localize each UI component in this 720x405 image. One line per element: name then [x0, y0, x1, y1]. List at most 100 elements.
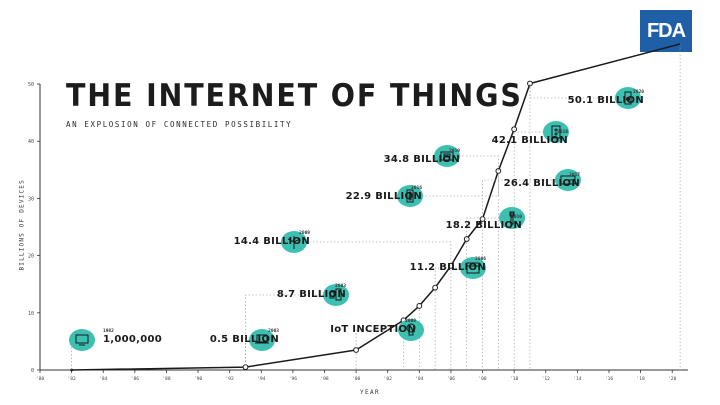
x-tick-label: '98: [320, 376, 329, 382]
y-tick-label: 30: [28, 196, 34, 202]
annotation-year: 2003: [268, 328, 279, 334]
x-axis-label: YEAR: [359, 389, 381, 396]
oven-icon: [466, 262, 480, 274]
annotation-year: 2009: [405, 318, 416, 324]
annotation-year: 2018: [557, 129, 568, 135]
x-tick-label: '94: [257, 376, 266, 382]
icon-badge: [69, 329, 95, 351]
smartwatch-phone-icon: [329, 288, 342, 301]
wind-turbine-badge: [281, 231, 307, 253]
wind-turbine-icon: [287, 236, 301, 249]
y-tick-label: 50: [28, 82, 34, 88]
computer-badge: [69, 329, 95, 351]
icon-part: [509, 211, 515, 217]
data-point: [527, 80, 533, 87]
icon-part: [466, 262, 480, 274]
annotation-connector: [459, 155, 499, 171]
data-point: [416, 303, 423, 309]
x-tick-label: '14: [573, 376, 582, 382]
traffic-light-badge: [397, 185, 423, 207]
x-tick-label: '92: [226, 376, 235, 382]
smart-outlet-badge: [543, 121, 569, 143]
x-tick-label: '08: [478, 376, 487, 382]
annotation-year: 2016: [411, 185, 422, 191]
annotation-connector: [434, 267, 485, 288]
icon-part: [329, 291, 335, 299]
lightbulb-icon: [406, 323, 416, 336]
x-tick-label: '82: [67, 376, 76, 382]
x-tick-label: '20: [668, 376, 677, 382]
icon-part: [293, 238, 301, 243]
icon-part: [554, 128, 558, 132]
data-point: [70, 368, 74, 372]
icon-badge: [397, 185, 423, 207]
y-tick-label: 40: [28, 139, 34, 145]
icon-part: [560, 175, 576, 185]
annotation-year: 2006: [475, 256, 486, 262]
annotation-value: 11.2 BILLION: [410, 262, 486, 273]
oven-badge: [460, 257, 486, 279]
x-tick-label: '18: [636, 376, 645, 382]
thermostat-icon: [560, 175, 576, 185]
toothbrush-badge: [499, 207, 525, 229]
annotation-connector: [422, 170, 499, 197]
series-line: [71, 43, 681, 371]
annotation-value: 8.7 BILLION: [277, 289, 346, 300]
x-tick-label: '02: [384, 376, 393, 382]
icon-part: [408, 331, 414, 336]
annotation-value: IoT INCEPTION: [330, 324, 416, 335]
computer-icon: [75, 334, 89, 346]
annotation-value: 14.4 BILLION: [234, 236, 310, 247]
annotation-value: 0.5 BILLION: [210, 334, 279, 345]
chart-title: THE INTERNET OF THINGS: [66, 78, 523, 114]
y-tick-label: 10: [28, 311, 34, 317]
y-tick-label: 20: [28, 254, 34, 260]
smart-lock-icon: [624, 91, 632, 105]
annotation-value: 1,000,000: [103, 334, 162, 345]
annotation-value: 26.4 BILLION: [504, 178, 580, 189]
annotation-value: 34.8 BILLION: [384, 154, 460, 165]
icon-part: [335, 288, 342, 301]
icon-part: [626, 97, 630, 101]
laptop-badge: [249, 329, 275, 351]
annotation-year: 1982: [103, 328, 114, 334]
icon-part: [443, 153, 451, 158]
laptop-icon: [255, 334, 269, 344]
traffic-light-icon: [406, 189, 414, 203]
icon-part: [440, 151, 454, 161]
icon-badge: [499, 207, 525, 229]
x-tick-label: '84: [99, 376, 108, 382]
annotation-year: 2003: [335, 283, 346, 289]
x-tick-label: '06: [447, 376, 456, 382]
icon-part: [406, 189, 414, 203]
annotation-connector: [482, 179, 580, 220]
smart-outlet-icon: [551, 125, 561, 139]
annotation-connector: [466, 217, 524, 240]
annotation-connector: [306, 241, 452, 266]
annotation-value: 22.9 BILLION: [346, 191, 422, 202]
x-tick-label: '16: [605, 376, 614, 382]
blood-pressure-monitor-icon: [440, 151, 454, 161]
thermostat-badge: [555, 169, 581, 191]
x-tick-label: '00: [352, 376, 361, 382]
icon-part: [624, 91, 632, 105]
toothbrush-icon: [509, 211, 515, 225]
lightbulb-badge: [398, 319, 424, 341]
y-tick-label: 0: [31, 368, 34, 374]
annotation-value: 50.1 BILLION: [568, 95, 644, 106]
annotation-year: 2020: [633, 89, 644, 95]
smartwatch-phone-badge: [323, 284, 349, 306]
icon-part: [256, 334, 268, 343]
blood-pressure-monitor-badge: [434, 145, 460, 167]
annotation-year: 2019: [449, 148, 460, 154]
x-tick-label: '86: [131, 376, 140, 382]
chart-subtitle: AN EXPLOSION OF CONNECTED POSSIBILITY: [66, 120, 293, 129]
icon-part: [287, 238, 295, 243]
annotation-year: 2017: [569, 172, 580, 178]
icon-part: [551, 125, 561, 139]
x-tick-label: '90: [194, 376, 203, 382]
icon-badge: [543, 121, 569, 143]
icon-part: [554, 132, 558, 136]
